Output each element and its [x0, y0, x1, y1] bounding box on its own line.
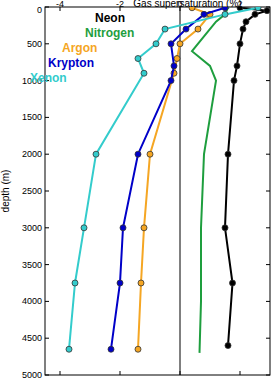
data-point [117, 280, 123, 286]
y-tick [45, 338, 49, 339]
data-point [135, 151, 141, 157]
data-point [231, 78, 237, 84]
data-point [222, 11, 228, 17]
series-line [225, 8, 267, 346]
y-tick [266, 80, 270, 81]
plot-area [66, 7, 270, 375]
y-tick-label: 5000 [22, 370, 42, 380]
y-tick-label: 3000 [22, 223, 42, 233]
data-point [201, 11, 207, 17]
data-point [222, 225, 228, 231]
data-point [153, 41, 159, 47]
series-line [69, 8, 258, 350]
data-point [171, 63, 177, 69]
y-tick-label: 2500 [22, 186, 42, 196]
data-point [230, 280, 236, 286]
y-tick [266, 338, 270, 339]
data-point [93, 151, 99, 157]
data-point [243, 19, 249, 25]
plot-frame [45, 7, 270, 375]
x-tick-label: -4 [56, 0, 64, 9]
data-point [120, 225, 126, 231]
x-tick [60, 371, 61, 375]
data-point [240, 26, 246, 32]
legend-entry: Krypton [48, 56, 94, 70]
data-point [234, 63, 240, 69]
y-tick [266, 117, 270, 118]
y-tick [266, 43, 270, 44]
series-line [192, 8, 228, 353]
y-tick [45, 191, 49, 192]
y-tick [45, 264, 49, 265]
y-tick-label: 500 [27, 39, 42, 49]
y-tick [45, 43, 49, 44]
data-point [141, 70, 147, 76]
data-point [168, 78, 174, 84]
data-point [222, 7, 228, 11]
data-point [66, 346, 72, 352]
data-point [195, 26, 201, 32]
data-point [135, 56, 141, 62]
y-tick [266, 375, 270, 376]
data-point [264, 8, 270, 14]
y-tick [266, 227, 270, 228]
y-tick-label: 4500 [22, 333, 42, 343]
zero-line [180, 7, 181, 375]
legend-entry: Neon [95, 11, 125, 25]
data-point [177, 41, 183, 47]
legend-entry: Argon [62, 41, 97, 55]
data-point [183, 26, 189, 32]
y-tick [266, 154, 270, 155]
data-point [168, 41, 174, 47]
y-tick [45, 154, 49, 155]
data-point [141, 225, 147, 231]
y-tick [266, 191, 270, 192]
data-point [72, 280, 78, 286]
y-tick-label: 0 [37, 5, 42, 15]
data-point [174, 56, 180, 62]
y-tick-label: 3500 [22, 260, 42, 270]
y-tick-label: 2000 [22, 149, 42, 159]
series-line [111, 8, 225, 350]
data-point [135, 346, 141, 352]
data-point [162, 26, 168, 32]
y-tick [266, 264, 270, 265]
data-point [108, 346, 114, 352]
y-tick [45, 375, 49, 376]
y-tick [45, 7, 49, 8]
data-point [147, 151, 153, 157]
data-point [189, 7, 195, 11]
legend-entry: Nitrogen [85, 26, 134, 40]
y-tick [45, 117, 49, 118]
data-point [255, 7, 261, 11]
chart: -4-202Gas supersaturation (%)05001000150… [0, 0, 279, 383]
x-tick-label: -2 [116, 0, 124, 9]
data-point [225, 151, 231, 157]
data-point [252, 11, 258, 17]
y-tick-label: 1500 [22, 112, 42, 122]
x-tick [120, 371, 121, 375]
data-point [138, 280, 144, 286]
data-point [225, 343, 231, 349]
y-tick [45, 301, 49, 302]
data-point [237, 41, 243, 47]
y-tick [266, 301, 270, 302]
y-tick [45, 227, 49, 228]
legend-entry: Xenon [30, 71, 67, 85]
data-point [81, 225, 87, 231]
x-tick [240, 371, 241, 375]
y-tick-label: 4000 [22, 296, 42, 306]
y-axis-label: depth (m) [0, 170, 11, 213]
